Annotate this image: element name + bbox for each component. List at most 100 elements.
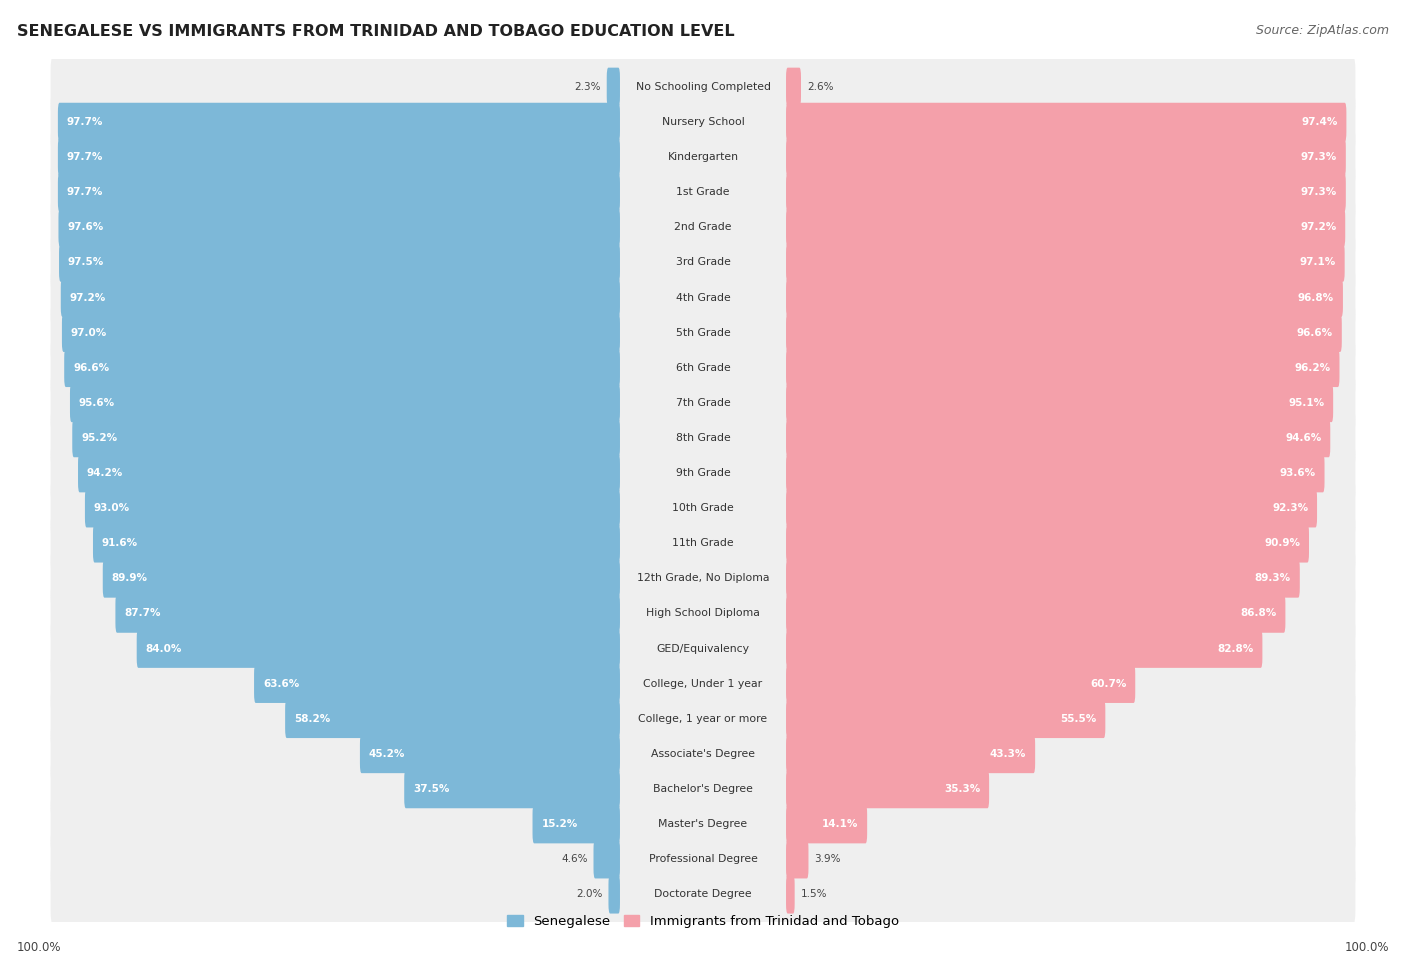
FancyBboxPatch shape xyxy=(51,127,1355,188)
Text: 2.0%: 2.0% xyxy=(576,889,603,899)
FancyBboxPatch shape xyxy=(51,443,1355,504)
FancyBboxPatch shape xyxy=(59,243,620,282)
Text: 4th Grade: 4th Grade xyxy=(676,292,730,302)
Text: 92.3%: 92.3% xyxy=(1272,503,1308,513)
FancyBboxPatch shape xyxy=(58,102,620,141)
Text: 3.9%: 3.9% xyxy=(814,854,841,864)
Text: 95.6%: 95.6% xyxy=(79,398,115,408)
Text: 95.1%: 95.1% xyxy=(1288,398,1324,408)
Text: College, 1 year or more: College, 1 year or more xyxy=(638,714,768,723)
FancyBboxPatch shape xyxy=(786,137,1346,176)
Text: 1st Grade: 1st Grade xyxy=(676,187,730,197)
FancyBboxPatch shape xyxy=(51,723,1355,785)
FancyBboxPatch shape xyxy=(51,688,1355,750)
FancyBboxPatch shape xyxy=(593,839,620,878)
FancyBboxPatch shape xyxy=(786,734,1035,773)
Text: 97.3%: 97.3% xyxy=(1301,152,1337,162)
FancyBboxPatch shape xyxy=(609,875,620,914)
FancyBboxPatch shape xyxy=(84,488,620,527)
Text: 82.8%: 82.8% xyxy=(1218,644,1254,653)
Text: 100.0%: 100.0% xyxy=(17,941,62,954)
Text: 93.0%: 93.0% xyxy=(94,503,129,513)
Text: 94.6%: 94.6% xyxy=(1285,433,1322,443)
Text: Bachelor's Degree: Bachelor's Degree xyxy=(652,784,754,794)
Text: 63.6%: 63.6% xyxy=(263,679,299,688)
Text: Doctorate Degree: Doctorate Degree xyxy=(654,889,752,899)
FancyBboxPatch shape xyxy=(51,829,1355,890)
FancyBboxPatch shape xyxy=(70,383,620,422)
FancyBboxPatch shape xyxy=(72,418,620,457)
FancyBboxPatch shape xyxy=(786,839,808,878)
Text: 97.1%: 97.1% xyxy=(1299,257,1336,267)
FancyBboxPatch shape xyxy=(51,92,1355,153)
FancyBboxPatch shape xyxy=(51,337,1355,399)
FancyBboxPatch shape xyxy=(51,653,1355,715)
Legend: Senegalese, Immigrants from Trinidad and Tobago: Senegalese, Immigrants from Trinidad and… xyxy=(502,910,904,933)
FancyBboxPatch shape xyxy=(51,794,1355,855)
Text: College, Under 1 year: College, Under 1 year xyxy=(644,679,762,688)
Text: 97.7%: 97.7% xyxy=(66,117,103,127)
FancyBboxPatch shape xyxy=(786,383,1333,422)
Text: 93.6%: 93.6% xyxy=(1279,468,1316,478)
FancyBboxPatch shape xyxy=(115,594,620,633)
FancyBboxPatch shape xyxy=(51,583,1355,644)
FancyBboxPatch shape xyxy=(360,734,620,773)
Text: 97.6%: 97.6% xyxy=(67,222,104,232)
Text: 96.6%: 96.6% xyxy=(73,363,110,372)
FancyBboxPatch shape xyxy=(51,548,1355,609)
Text: 97.7%: 97.7% xyxy=(66,152,103,162)
FancyBboxPatch shape xyxy=(62,313,620,352)
Text: 86.8%: 86.8% xyxy=(1240,608,1277,618)
FancyBboxPatch shape xyxy=(51,232,1355,293)
FancyBboxPatch shape xyxy=(51,864,1355,925)
Text: Nursery School: Nursery School xyxy=(662,117,744,127)
Text: 95.2%: 95.2% xyxy=(82,433,117,443)
Text: 60.7%: 60.7% xyxy=(1090,679,1126,688)
FancyBboxPatch shape xyxy=(786,664,1135,703)
Text: 97.5%: 97.5% xyxy=(67,257,104,267)
Text: Associate's Degree: Associate's Degree xyxy=(651,749,755,759)
Text: 43.3%: 43.3% xyxy=(990,749,1026,759)
FancyBboxPatch shape xyxy=(786,243,1344,282)
Text: 96.8%: 96.8% xyxy=(1298,292,1334,302)
Text: 2.3%: 2.3% xyxy=(574,82,600,92)
FancyBboxPatch shape xyxy=(51,162,1355,223)
FancyBboxPatch shape xyxy=(786,594,1285,633)
FancyBboxPatch shape xyxy=(786,67,801,106)
FancyBboxPatch shape xyxy=(51,267,1355,329)
Text: 2.6%: 2.6% xyxy=(807,82,834,92)
Text: 84.0%: 84.0% xyxy=(146,644,181,653)
Text: No Schooling Completed: No Schooling Completed xyxy=(636,82,770,92)
Text: GED/Equivalency: GED/Equivalency xyxy=(657,644,749,653)
FancyBboxPatch shape xyxy=(51,759,1355,820)
FancyBboxPatch shape xyxy=(58,137,620,176)
FancyBboxPatch shape xyxy=(51,513,1355,574)
Text: 97.0%: 97.0% xyxy=(70,328,107,337)
FancyBboxPatch shape xyxy=(786,488,1317,527)
Text: 55.5%: 55.5% xyxy=(1060,714,1097,723)
Text: Master's Degree: Master's Degree xyxy=(658,819,748,829)
Text: 87.7%: 87.7% xyxy=(124,608,160,618)
FancyBboxPatch shape xyxy=(93,524,620,563)
Text: 2nd Grade: 2nd Grade xyxy=(675,222,731,232)
Text: 90.9%: 90.9% xyxy=(1264,538,1301,548)
Text: 5th Grade: 5th Grade xyxy=(676,328,730,337)
FancyBboxPatch shape xyxy=(786,102,1347,141)
FancyBboxPatch shape xyxy=(786,559,1299,598)
Text: 1.5%: 1.5% xyxy=(800,889,827,899)
Text: 11th Grade: 11th Grade xyxy=(672,538,734,548)
Text: 6th Grade: 6th Grade xyxy=(676,363,730,372)
FancyBboxPatch shape xyxy=(51,408,1355,469)
Text: Source: ZipAtlas.com: Source: ZipAtlas.com xyxy=(1256,24,1389,37)
FancyBboxPatch shape xyxy=(786,699,1105,738)
FancyBboxPatch shape xyxy=(786,418,1330,457)
FancyBboxPatch shape xyxy=(51,302,1355,364)
Text: SENEGALESE VS IMMIGRANTS FROM TRINIDAD AND TOBAGO EDUCATION LEVEL: SENEGALESE VS IMMIGRANTS FROM TRINIDAD A… xyxy=(17,24,734,39)
Text: 7th Grade: 7th Grade xyxy=(676,398,730,408)
FancyBboxPatch shape xyxy=(58,173,620,212)
Text: 96.2%: 96.2% xyxy=(1295,363,1330,372)
Text: 94.2%: 94.2% xyxy=(87,468,124,478)
Text: High School Diploma: High School Diploma xyxy=(647,608,759,618)
FancyBboxPatch shape xyxy=(786,875,794,914)
Text: 89.9%: 89.9% xyxy=(111,573,148,583)
